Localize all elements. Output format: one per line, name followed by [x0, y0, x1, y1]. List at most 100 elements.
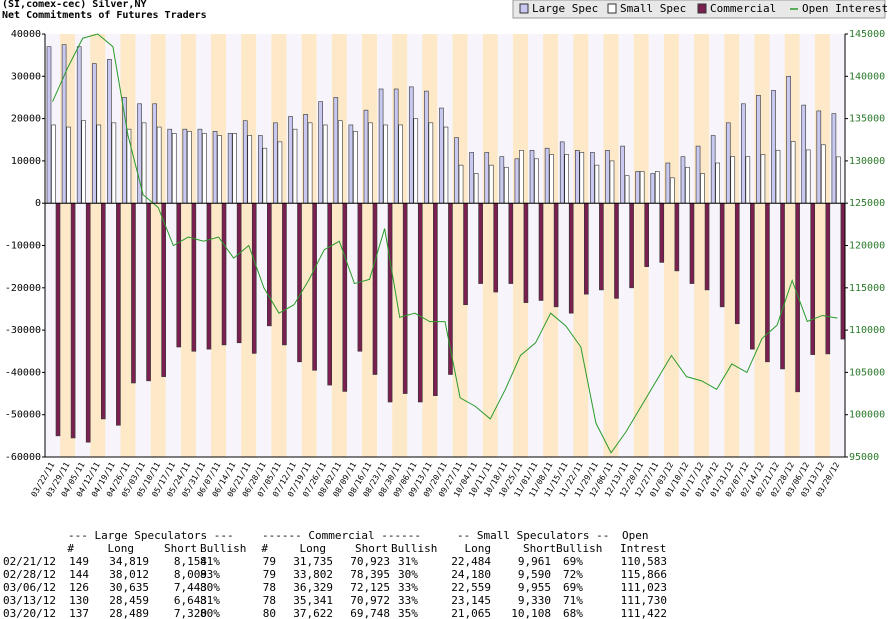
week-band	[633, 34, 649, 457]
bar	[654, 171, 660, 204]
bar	[100, 202, 106, 420]
bar	[303, 114, 308, 204]
y-tick-label: -40000	[5, 367, 41, 378]
bar	[810, 202, 816, 355]
bar	[262, 147, 268, 204]
bar	[559, 141, 565, 204]
bar	[327, 202, 332, 386]
legend-label: Small Spec	[620, 2, 686, 15]
bar	[685, 166, 690, 204]
table-cell: 111,422	[621, 607, 667, 619]
bar	[363, 109, 369, 204]
table-cell: 9,955	[518, 581, 551, 594]
bar	[488, 164, 494, 204]
week-band	[618, 34, 634, 457]
table-cell: 78	[263, 594, 276, 607]
bar	[176, 202, 182, 348]
bar	[236, 202, 242, 344]
bar	[111, 122, 117, 204]
table-group-header: --- Large Speculators ---	[68, 529, 234, 542]
bar	[55, 202, 61, 437]
table-cell: 6,643	[174, 594, 207, 607]
bar	[508, 202, 514, 284]
table-cell: 33%	[398, 581, 418, 594]
bar	[579, 152, 585, 204]
bar	[348, 124, 354, 204]
table-cell: 70,972	[350, 594, 390, 607]
table-cell: 03/06/12	[3, 581, 56, 594]
table-group-header: -- Small Speculators --	[457, 529, 609, 542]
table-cell: 28,489	[109, 607, 149, 619]
bar	[212, 130, 218, 204]
week-band	[648, 34, 664, 457]
bar	[741, 103, 746, 204]
bar	[402, 202, 408, 394]
table-cell: 30,635	[109, 581, 149, 594]
y-tick-label: 20000	[11, 114, 41, 125]
bar	[66, 126, 71, 204]
bar	[353, 130, 358, 204]
bar	[152, 103, 157, 204]
bar	[825, 202, 831, 355]
bar	[760, 154, 766, 204]
bar	[514, 158, 520, 204]
bar	[96, 124, 102, 204]
table-cell: 79	[263, 555, 276, 568]
week-band	[573, 34, 589, 457]
table-cell: 81%	[200, 555, 220, 568]
week-band	[512, 34, 529, 457]
bar	[590, 152, 595, 204]
legend-swatch	[607, 3, 617, 14]
bar	[187, 130, 192, 204]
y-tick-label: -10000	[5, 241, 41, 252]
bar	[251, 202, 257, 354]
bar	[378, 88, 384, 204]
table-cell: 111,730	[621, 594, 667, 607]
bar	[191, 202, 197, 352]
table-column-header: Bullish	[200, 542, 246, 555]
table-cell: 02/21/12	[3, 555, 56, 568]
table-cell: 8,154	[174, 555, 207, 568]
table-cell: 111,023	[621, 581, 667, 594]
bar	[463, 202, 468, 306]
table-cell: 35,341	[293, 594, 333, 607]
table-cell: 33%	[398, 594, 418, 607]
week-band	[482, 34, 498, 457]
week-band	[663, 34, 679, 457]
bar	[307, 122, 313, 204]
week-band	[588, 34, 604, 457]
bar	[454, 137, 459, 204]
bar	[644, 202, 649, 267]
bar	[801, 104, 807, 204]
bar	[605, 150, 610, 204]
y2-tick-label: 115000	[849, 283, 885, 294]
bar	[221, 202, 227, 346]
bar	[504, 166, 509, 204]
table-cell: 126	[69, 581, 89, 594]
bar	[81, 120, 86, 204]
bar	[156, 126, 162, 204]
bar	[443, 126, 449, 204]
bar	[146, 202, 151, 382]
week-band	[678, 34, 695, 457]
bar	[795, 202, 800, 393]
table-cell: 69%	[563, 555, 583, 568]
bar	[333, 97, 339, 204]
bar	[424, 90, 429, 204]
bar	[730, 156, 736, 204]
bar	[805, 149, 811, 204]
bar	[161, 202, 166, 377]
bar	[635, 171, 640, 204]
week-band	[467, 34, 483, 457]
week-band	[543, 34, 559, 457]
bar	[650, 173, 656, 204]
table-cell: 10,108	[511, 607, 551, 619]
bar	[393, 88, 399, 204]
bar	[614, 202, 619, 299]
table-cell: 24,180	[451, 568, 491, 581]
y-tick-label: -20000	[5, 283, 41, 294]
bar	[107, 59, 112, 204]
y2-tick-label: 125000	[849, 198, 885, 209]
y-tick-label: 40000	[11, 29, 41, 40]
legend-label: Large Spec	[532, 2, 598, 15]
